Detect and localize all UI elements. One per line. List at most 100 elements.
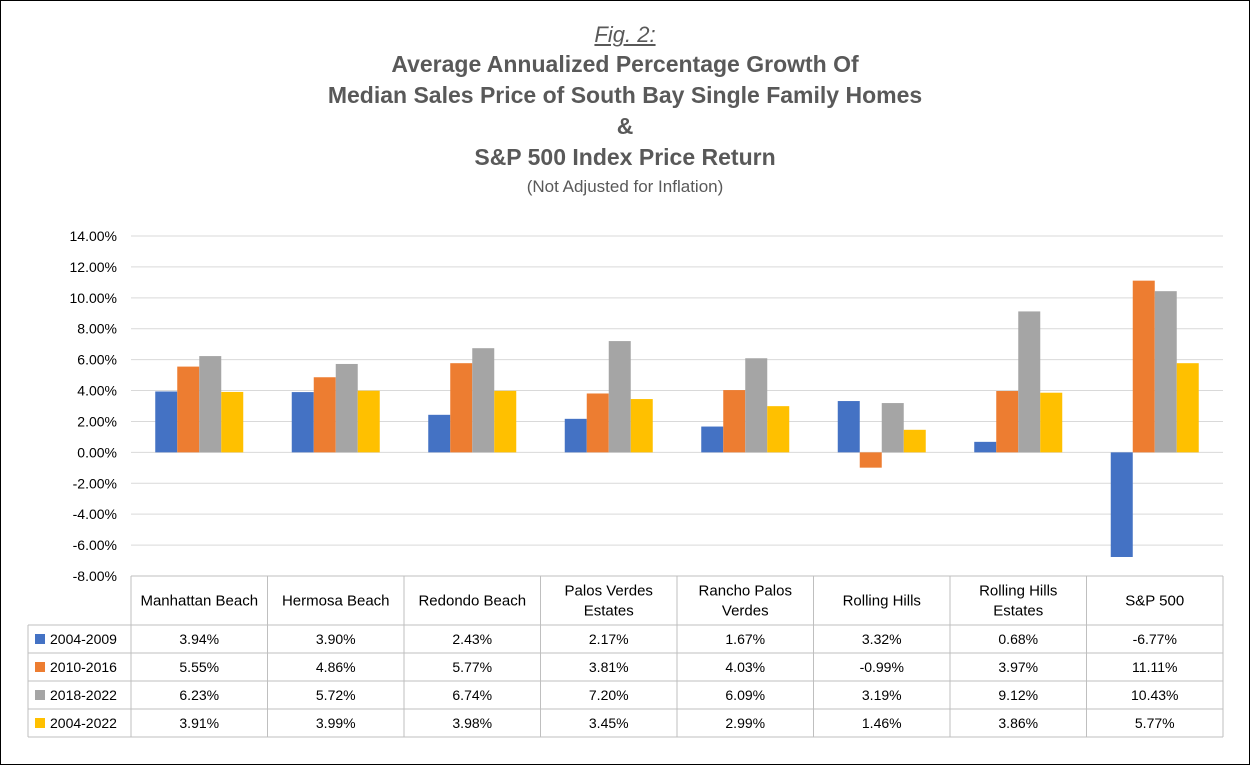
bar <box>723 390 746 453</box>
data-label: 3.91% <box>179 715 219 731</box>
y-tick-label: -4.00% <box>73 506 117 522</box>
data-label: 4.86% <box>316 659 356 675</box>
category-label: Estates <box>993 603 1043 620</box>
data-label: 0.68% <box>998 631 1038 647</box>
bar <box>767 406 790 453</box>
bar <box>1110 452 1133 557</box>
bar <box>881 403 904 453</box>
bar <box>313 377 336 453</box>
data-label: 4.03% <box>725 659 765 675</box>
bar <box>996 391 1019 453</box>
bar <box>494 390 517 453</box>
category-label: Verdes <box>722 603 769 620</box>
bar <box>859 452 882 468</box>
data-label: 5.77% <box>1135 715 1175 731</box>
bar <box>903 429 926 453</box>
legend-label: 2010-2016 <box>50 659 117 675</box>
chart-subtitle: (Not Adjusted for Inflation) <box>526 177 724 196</box>
category-label: Hermosa Beach <box>282 593 390 610</box>
data-label: 9.12% <box>998 687 1038 703</box>
y-tick-label: 4.00% <box>77 383 117 399</box>
data-label: 3.81% <box>589 659 629 675</box>
data-label: 5.72% <box>316 687 356 703</box>
bar <box>1132 280 1155 453</box>
category-label: Rolling Hills <box>979 583 1057 600</box>
category-label: Rolling Hills <box>843 593 921 610</box>
data-label: 3.86% <box>998 715 1038 731</box>
data-label: 2.43% <box>452 631 492 647</box>
data-label: 3.97% <box>998 659 1038 675</box>
bar <box>745 358 768 453</box>
bar <box>450 363 473 453</box>
bar <box>837 401 860 453</box>
bar <box>335 363 358 453</box>
bar <box>221 391 244 453</box>
bar <box>357 390 380 453</box>
data-label: 3.90% <box>316 631 356 647</box>
chart-title-line-1: Average Annualized Percentage Growth Of <box>391 51 859 77</box>
data-label: 5.77% <box>452 659 492 675</box>
data-label: 11.11% <box>1132 659 1177 675</box>
y-tick-label: -6.00% <box>73 537 117 553</box>
bar <box>177 366 200 453</box>
legend-label: 2018-2022 <box>50 687 117 703</box>
data-label: 3.19% <box>862 687 902 703</box>
category-label: S&P 500 <box>1125 593 1184 610</box>
data-label: 6.09% <box>725 687 765 703</box>
bar <box>1154 291 1177 453</box>
data-label: 6.74% <box>452 687 492 703</box>
bar <box>428 414 451 453</box>
y-tick-label: 14.00% <box>70 228 117 244</box>
data-label: 6.23% <box>179 687 219 703</box>
legend-swatch <box>35 634 45 644</box>
data-label: 3.99% <box>316 715 356 731</box>
bar <box>974 441 997 453</box>
data-label: -0.99% <box>860 659 904 675</box>
data-label: 3.32% <box>862 631 902 647</box>
y-tick-label: 10.00% <box>70 290 117 306</box>
bar <box>630 399 653 453</box>
figure-label: Fig. 2: <box>594 22 656 47</box>
legend-swatch <box>35 662 45 672</box>
legend-swatch <box>35 690 45 700</box>
data-label: 1.46% <box>862 715 902 731</box>
chart-title-line-2: Median Sales Price of South Bay Single F… <box>327 82 923 108</box>
legend-label: 2004-2022 <box>50 715 117 731</box>
category-label: Palos Verdes <box>565 583 653 600</box>
chart-title-line-4: S&P 500 Index Price Return <box>474 144 776 170</box>
title-block: Fig. 2: Average Annualized Percentage Gr… <box>1 21 1249 199</box>
data-label: 3.94% <box>179 631 219 647</box>
bar <box>472 348 495 453</box>
data-label: 7.20% <box>589 687 629 703</box>
legend-label: 2004-2009 <box>50 631 117 647</box>
bar <box>199 356 222 453</box>
category-label: Manhattan Beach <box>140 593 258 610</box>
bar <box>1176 363 1199 453</box>
y-tick-label: 2.00% <box>77 413 117 429</box>
category-label: Estates <box>584 603 634 620</box>
bar <box>1040 392 1063 453</box>
y-tick-label: -2.00% <box>73 475 117 491</box>
category-label: Rancho Palos <box>699 583 792 600</box>
bar <box>1018 311 1041 453</box>
y-tick-label: -8.00% <box>73 568 117 584</box>
data-label: 2.17% <box>589 631 629 647</box>
bar <box>608 341 631 453</box>
bar <box>564 418 587 453</box>
y-tick-label: 8.00% <box>77 321 117 337</box>
data-label: 5.55% <box>179 659 219 675</box>
data-label: 3.98% <box>452 715 492 731</box>
data-label: 1.67% <box>725 631 765 647</box>
legend-swatch <box>35 718 45 728</box>
chart-title-line-3: & <box>616 113 634 139</box>
bar <box>155 391 178 453</box>
bar <box>701 426 724 453</box>
data-label: 10.43% <box>1131 687 1178 703</box>
y-tick-label: 12.00% <box>70 259 117 275</box>
data-label: 3.45% <box>589 715 629 731</box>
bar <box>291 392 314 453</box>
y-tick-label: 0.00% <box>77 444 117 460</box>
data-label: -6.77% <box>1133 631 1177 647</box>
